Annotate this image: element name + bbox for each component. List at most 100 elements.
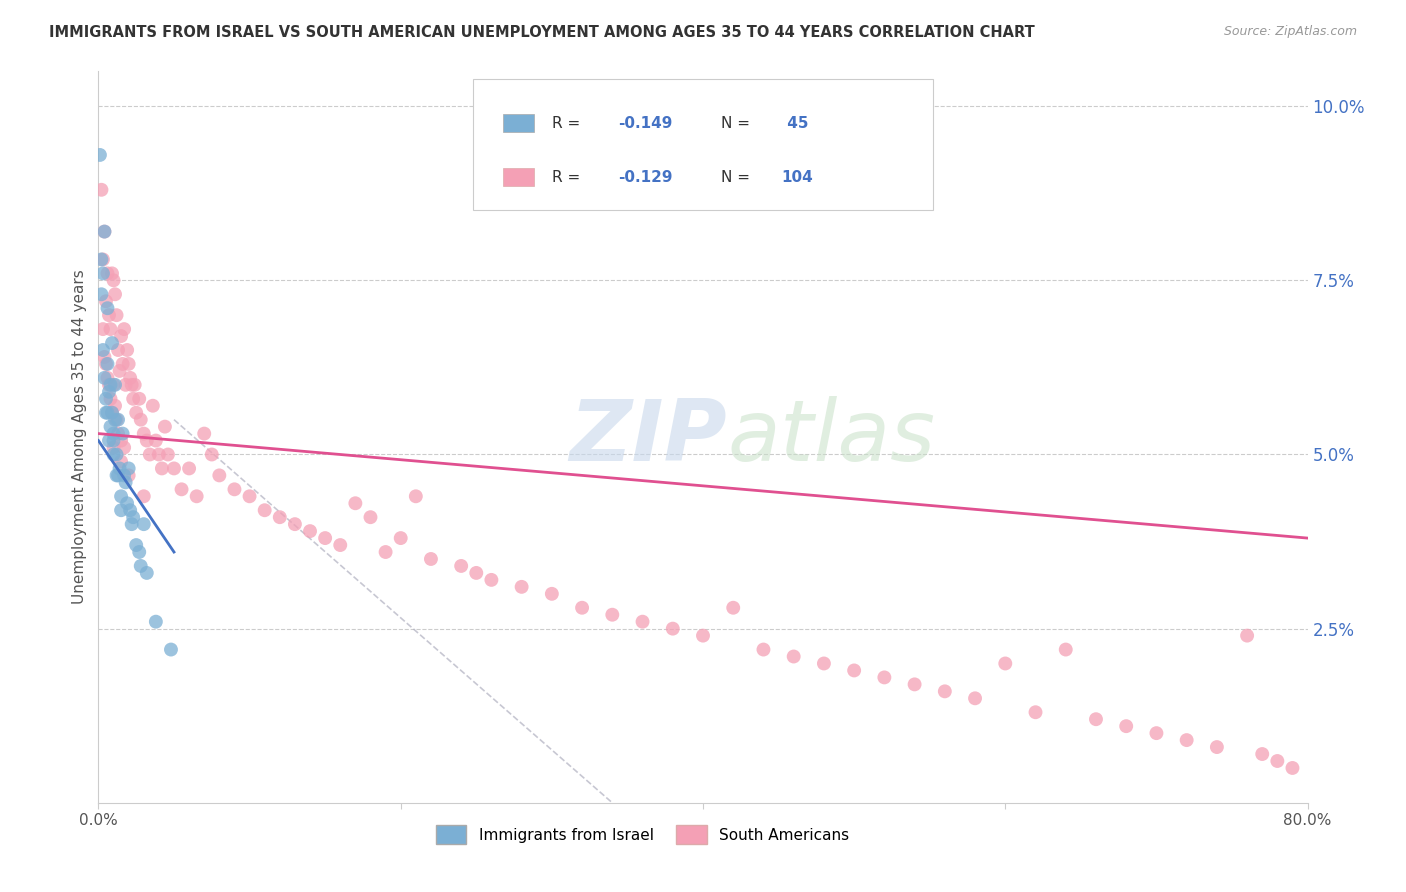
Point — [129, 412, 152, 426]
Point — [723, 600, 745, 615]
Point — [186, 489, 208, 503]
Point — [269, 510, 291, 524]
Point — [374, 545, 396, 559]
Point — [1236, 629, 1258, 643]
Point — [112, 441, 135, 455]
Point — [148, 448, 170, 462]
Point — [96, 266, 118, 280]
Point — [994, 657, 1017, 671]
Point — [135, 566, 157, 580]
Y-axis label: Unemployment Among Ages 35 to 44 years: Unemployment Among Ages 35 to 44 years — [72, 269, 87, 605]
Point — [101, 266, 124, 280]
Point — [450, 558, 472, 573]
Point — [118, 461, 141, 475]
Text: N =: N = — [721, 169, 755, 185]
Point — [115, 343, 138, 357]
Point — [465, 566, 488, 580]
Point — [107, 468, 129, 483]
Point — [100, 392, 122, 406]
Point — [100, 377, 122, 392]
Text: 104: 104 — [782, 169, 813, 185]
Text: ZIP: ZIP — [569, 395, 727, 479]
Point — [121, 517, 143, 532]
Point — [94, 392, 117, 406]
Point — [284, 517, 307, 532]
Point — [110, 329, 132, 343]
FancyBboxPatch shape — [474, 78, 932, 211]
Point — [104, 399, 127, 413]
Point — [105, 412, 128, 426]
Point — [540, 587, 562, 601]
Point — [1054, 642, 1077, 657]
Point — [105, 468, 128, 483]
Point — [329, 538, 352, 552]
Point — [104, 412, 127, 426]
Point — [150, 461, 173, 475]
Point — [94, 406, 117, 420]
Point — [93, 350, 115, 364]
Point — [101, 406, 124, 420]
Point — [602, 607, 624, 622]
Point — [132, 517, 155, 532]
Point — [89, 148, 111, 162]
Point — [114, 475, 136, 490]
Point — [389, 531, 412, 545]
Point — [904, 677, 927, 691]
Point — [118, 357, 141, 371]
Text: -0.149: -0.149 — [619, 116, 672, 131]
Point — [844, 664, 866, 678]
Point — [1267, 754, 1289, 768]
Text: R =: R = — [551, 169, 585, 185]
Point — [101, 406, 124, 420]
FancyBboxPatch shape — [503, 114, 534, 132]
Point — [224, 483, 246, 497]
Point — [510, 580, 533, 594]
Point — [128, 392, 150, 406]
Point — [631, 615, 654, 629]
Point — [96, 371, 118, 385]
Point — [299, 524, 322, 538]
Point — [124, 377, 146, 392]
Point — [94, 357, 117, 371]
Point — [96, 357, 118, 371]
Point — [98, 384, 121, 399]
Point — [110, 454, 132, 468]
Point — [110, 489, 132, 503]
Point — [105, 448, 128, 462]
Point — [108, 461, 131, 475]
Point — [752, 642, 775, 657]
Point — [110, 503, 132, 517]
FancyBboxPatch shape — [503, 168, 534, 186]
Point — [179, 461, 201, 475]
Point — [98, 434, 121, 448]
Point — [1085, 712, 1108, 726]
Point — [120, 371, 142, 385]
Point — [111, 426, 134, 441]
Point — [107, 412, 129, 426]
Point — [873, 670, 896, 684]
Point — [101, 336, 124, 351]
Point — [661, 622, 683, 636]
Point — [253, 503, 276, 517]
Point — [1115, 719, 1137, 733]
Point — [105, 308, 128, 322]
Point — [201, 448, 224, 462]
Point — [344, 496, 367, 510]
Point — [1175, 733, 1198, 747]
Point — [193, 426, 215, 441]
Point — [112, 468, 135, 483]
Point — [132, 426, 155, 441]
Point — [360, 510, 382, 524]
Point — [121, 377, 143, 392]
Point — [965, 691, 987, 706]
Point — [111, 357, 134, 371]
Point — [1024, 705, 1046, 719]
Point — [170, 483, 193, 497]
Point — [142, 399, 165, 413]
Point — [103, 377, 125, 392]
Point — [128, 545, 150, 559]
Point — [122, 510, 145, 524]
Point — [91, 252, 114, 267]
Point — [103, 426, 125, 441]
Point — [163, 461, 186, 475]
